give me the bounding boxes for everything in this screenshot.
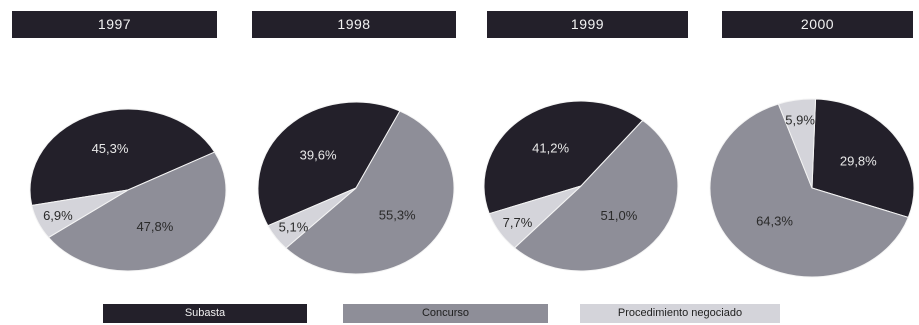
pie-label-1998-procedimiento-negociado: 5,1% [279, 220, 309, 235]
legend-subasta: Subasta [103, 304, 307, 323]
pie-slice-1997-concurso [47, 151, 227, 272]
pie-slice-1998-procedimiento-negociado [267, 187, 357, 249]
year-header-1999: 1999 [487, 11, 688, 38]
pie-1999: 41,2% 51,0% 7,7% [483, 100, 679, 272]
pie-slice-2000-procedimiento-negociado [777, 98, 817, 189]
pie-slice-1997-procedimiento-negociado [31, 189, 129, 239]
pie-label-2000-concurso: 64,3% [756, 214, 793, 229]
pie-slice-2000-concurso [709, 103, 909, 278]
pie-slice-1999-procedimiento-negociado [488, 185, 582, 249]
pie-1998: 39,6% 55,3% 5,1% [257, 101, 455, 275]
legend-concurso: Concurso [343, 304, 548, 323]
pie-label-1998-concurso: 55,3% [379, 207, 416, 222]
pie-label-2000-subasta: 29,8% [840, 153, 877, 168]
pie-label-1999-subasta: 41,2% [532, 141, 569, 156]
pie-slice-1999-subasta [483, 100, 644, 215]
pie-slice-1997-subasta [29, 108, 216, 207]
year-header-1998: 1998 [252, 11, 456, 38]
pie-label-1998-subasta: 39,6% [300, 147, 337, 162]
pie-label-1997-subasta: 45,3% [92, 141, 129, 156]
pie-label-1999-procedimiento-negociado: 7,7% [503, 215, 533, 230]
legend-procedimiento-negociado: Procedimiento negociado [580, 304, 780, 323]
pie-label-2000-procedimiento-negociado: 5,9% [785, 112, 815, 127]
pie-slice-1999-concurso [513, 119, 679, 272]
pie-2000: 29,8% 64,3% 5,9% [709, 98, 915, 278]
year-header-1997: 1997 [12, 11, 217, 38]
pie-label-1997-procedimiento-negociado: 6,9% [43, 208, 73, 223]
pie-slice-1998-subasta [257, 101, 401, 227]
pie-slice-2000-subasta [811, 98, 915, 219]
year-header-2000: 2000 [722, 11, 913, 38]
pie-1997: 45,3% 47,8% 6,9% [29, 108, 227, 272]
pie-label-1999-concurso: 51,0% [600, 208, 637, 223]
pie-slice-1998-concurso [285, 110, 455, 275]
pie-label-1997-concurso: 47,8% [136, 219, 173, 234]
